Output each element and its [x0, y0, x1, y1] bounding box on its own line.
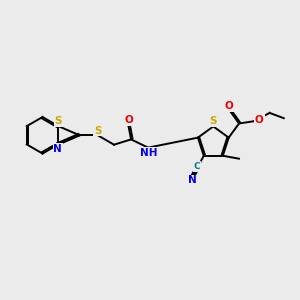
Text: S: S — [55, 116, 62, 126]
Text: O: O — [225, 101, 233, 111]
Text: S: S — [210, 116, 217, 126]
Text: N: N — [53, 144, 62, 154]
Text: O: O — [125, 115, 134, 125]
Text: S: S — [94, 126, 101, 136]
Text: N: N — [188, 176, 196, 185]
Text: C: C — [193, 162, 200, 171]
Text: O: O — [255, 115, 264, 125]
Text: NH: NH — [140, 148, 158, 158]
